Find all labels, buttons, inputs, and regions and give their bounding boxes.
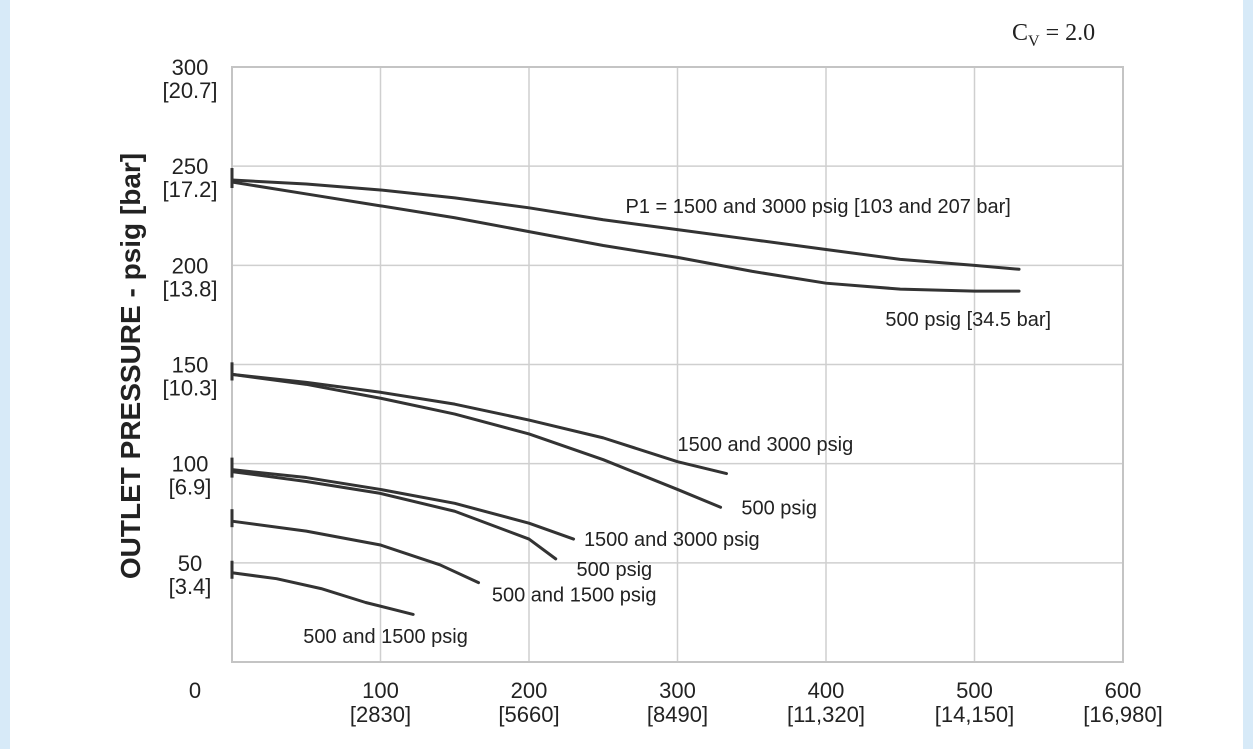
y-tick-label: 150 [172, 353, 209, 378]
x-tick-label: 0 [189, 678, 201, 703]
y-tick-sublabel: [10.3] [162, 376, 217, 401]
y-tick-label: 200 [172, 253, 209, 278]
y-axis-label: OUTLET PRESSURE - psig [bar] [115, 153, 146, 579]
y-tick-label: 300 [172, 55, 209, 80]
series-line-5 [230, 468, 576, 541]
cv-value: = 2.0 [1040, 20, 1096, 46]
y-tick-label: 100 [172, 452, 209, 477]
series-label-7: 500 and 1500 psig [492, 585, 657, 607]
y-tick-sublabel: [3.4] [169, 574, 212, 599]
y-tick-sublabel: [20.7] [162, 78, 217, 103]
x-tick-sublabel: [11,320] [787, 702, 865, 727]
x-tick-sublabel: [14,150] [935, 702, 1015, 727]
cv-prefix: C [1012, 20, 1028, 46]
chart-frame: 0 100 [2830] 200 [5660] 300 [8490] 400 [11,320] 5… [10, 0, 1243, 749]
series-label-8: 500 and 1500 psig [303, 626, 468, 648]
x-tick-sublabel: [5660] [498, 702, 559, 727]
series-line-2 [230, 180, 1021, 293]
x-tick-label: 200 [511, 678, 548, 703]
series-line-4 [230, 372, 723, 509]
series-line-8 [230, 571, 415, 616]
y-tick-label: 250 [172, 154, 209, 179]
series-label-1: P1 = 1500 and 3000 psig [103 and 207 bar… [626, 196, 1011, 218]
y-tick-sublabel: [6.9] [169, 475, 212, 500]
y-tick-label: 50 [178, 551, 202, 576]
grid-layer [232, 67, 1123, 662]
x-tick-sublabel: [8490] [647, 702, 708, 727]
series-line-1 [230, 178, 1021, 271]
curve-label-layer: P1 = 1500 and 3000 psig [103 and 207 bar… [303, 196, 1051, 648]
x-tick-label: 600 [1105, 678, 1142, 703]
series-label-4: 500 psig [741, 497, 817, 519]
y-tick-sublabel: [13.8] [162, 276, 217, 301]
outlet-pressure-chart: 0 100[2830]200[5660]300[8490]400[11,320]5… [115, 20, 1163, 727]
series-line-6 [230, 470, 558, 561]
y-tick-sublabel: [17.2] [162, 177, 217, 202]
x-tick-label: 100 [362, 678, 399, 703]
series-label-5: 1500 and 3000 psig [584, 529, 760, 551]
x-tick-label: 400 [808, 678, 845, 703]
series-layer [230, 168, 1021, 616]
series-label-3: 1500 and 3000 psig [678, 434, 854, 456]
x-tick-label: 500 [956, 678, 993, 703]
x-tick-sublabel: [16,980] [1083, 702, 1163, 727]
tick-label-layer: 0 100[2830]200[5660]300[8490]400[11,320]5… [162, 55, 1162, 727]
cv-subscript: V [1028, 33, 1040, 50]
series-line-3 [230, 372, 729, 476]
x-tick-label: 300 [659, 678, 696, 703]
x-tick-sublabel: [2830] [350, 702, 411, 727]
series-line-7 [230, 519, 481, 585]
series-label-2: 500 psig [34.5 bar] [885, 309, 1051, 331]
series-label-6: 500 psig [577, 559, 653, 581]
cv-annotation: CV = 2.0 [1012, 20, 1095, 50]
